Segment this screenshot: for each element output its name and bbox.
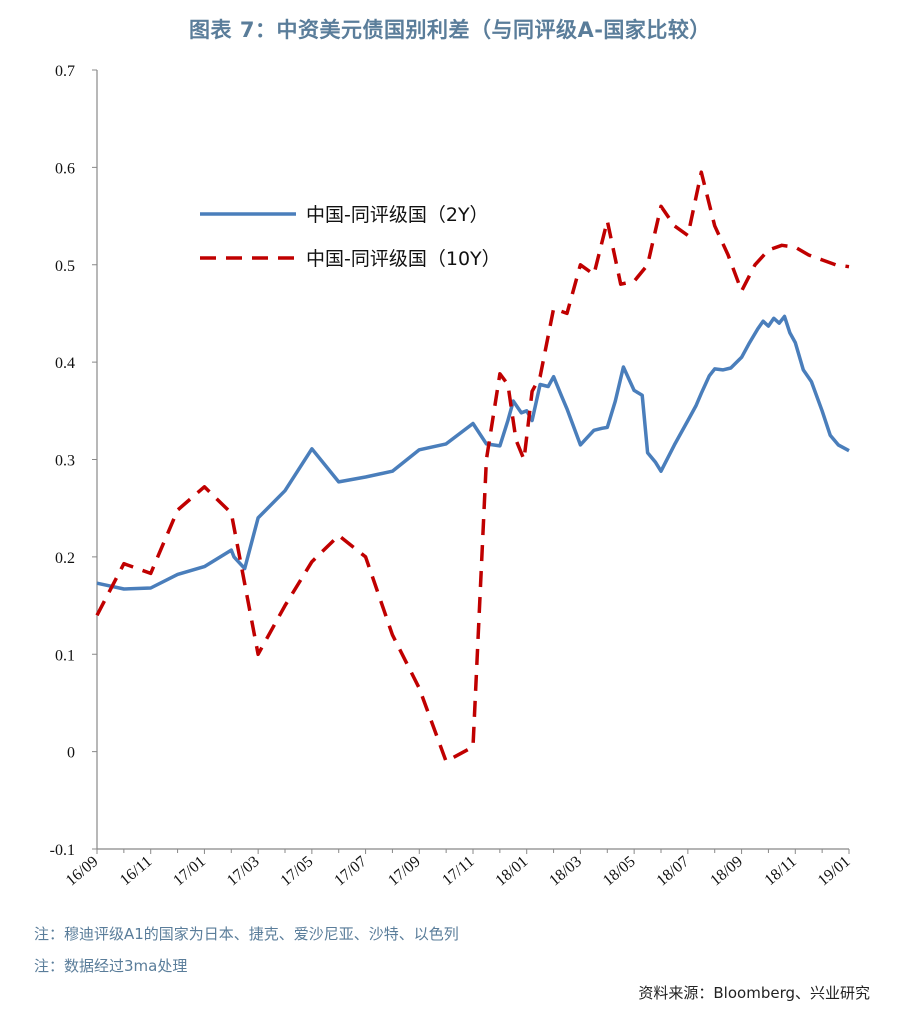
x-tick-label: 17/11 <box>439 853 477 889</box>
y-tick-label: 0.4 <box>55 355 75 372</box>
series-line-10y <box>95 170 850 764</box>
x-tick-label: 19/01 <box>815 853 854 889</box>
y-tick-label: 0 <box>67 745 75 762</box>
x-tick-label: 16/11 <box>117 853 155 889</box>
x-tick-label: 18/11 <box>761 853 799 889</box>
footnote-rating: 注：穆迪评级A1的国家为日本、捷克、爱沙尼亚、沙特、以色列 <box>34 925 459 943</box>
x-tick-label: 18/09 <box>707 853 746 889</box>
y-tick-label: 0.7 <box>55 63 75 80</box>
legend-label-2y: 中国-同评级国（2Y） <box>306 204 489 226</box>
chart-title: 图表 7：中资美元债国别利差（与同评级A-国家比较） <box>189 18 711 42</box>
x-tick-label: 17/01 <box>170 853 209 889</box>
footnote-ma: 注：数据经过3ma处理 <box>34 957 188 975</box>
x-tick-label: 17/09 <box>385 853 424 889</box>
x-tick-label: 17/07 <box>331 853 370 889</box>
x-tick-label: 18/05 <box>600 853 639 889</box>
series-line-2y <box>96 314 850 591</box>
x-tick-label: 18/03 <box>546 853 585 889</box>
x-tick-label: 18/07 <box>654 853 693 889</box>
y-tick-label: 0.5 <box>55 258 75 275</box>
legend-label-10y: 中国-同评级国（10Y） <box>306 248 501 270</box>
y-tick-label: 0.1 <box>55 647 75 664</box>
source-note: 资料来源：Bloomberg、兴业研究 <box>638 984 870 1002</box>
x-tick-label: 17/05 <box>278 853 317 889</box>
y-tick-label: 0.3 <box>55 453 75 470</box>
y-tick-label: 0.2 <box>55 550 75 567</box>
x-tick-label: 18/01 <box>492 853 531 889</box>
y-tick-label: -0.1 <box>50 842 75 859</box>
y-tick-label: 0.6 <box>55 160 75 177</box>
x-tick-label: 17/03 <box>224 853 263 889</box>
